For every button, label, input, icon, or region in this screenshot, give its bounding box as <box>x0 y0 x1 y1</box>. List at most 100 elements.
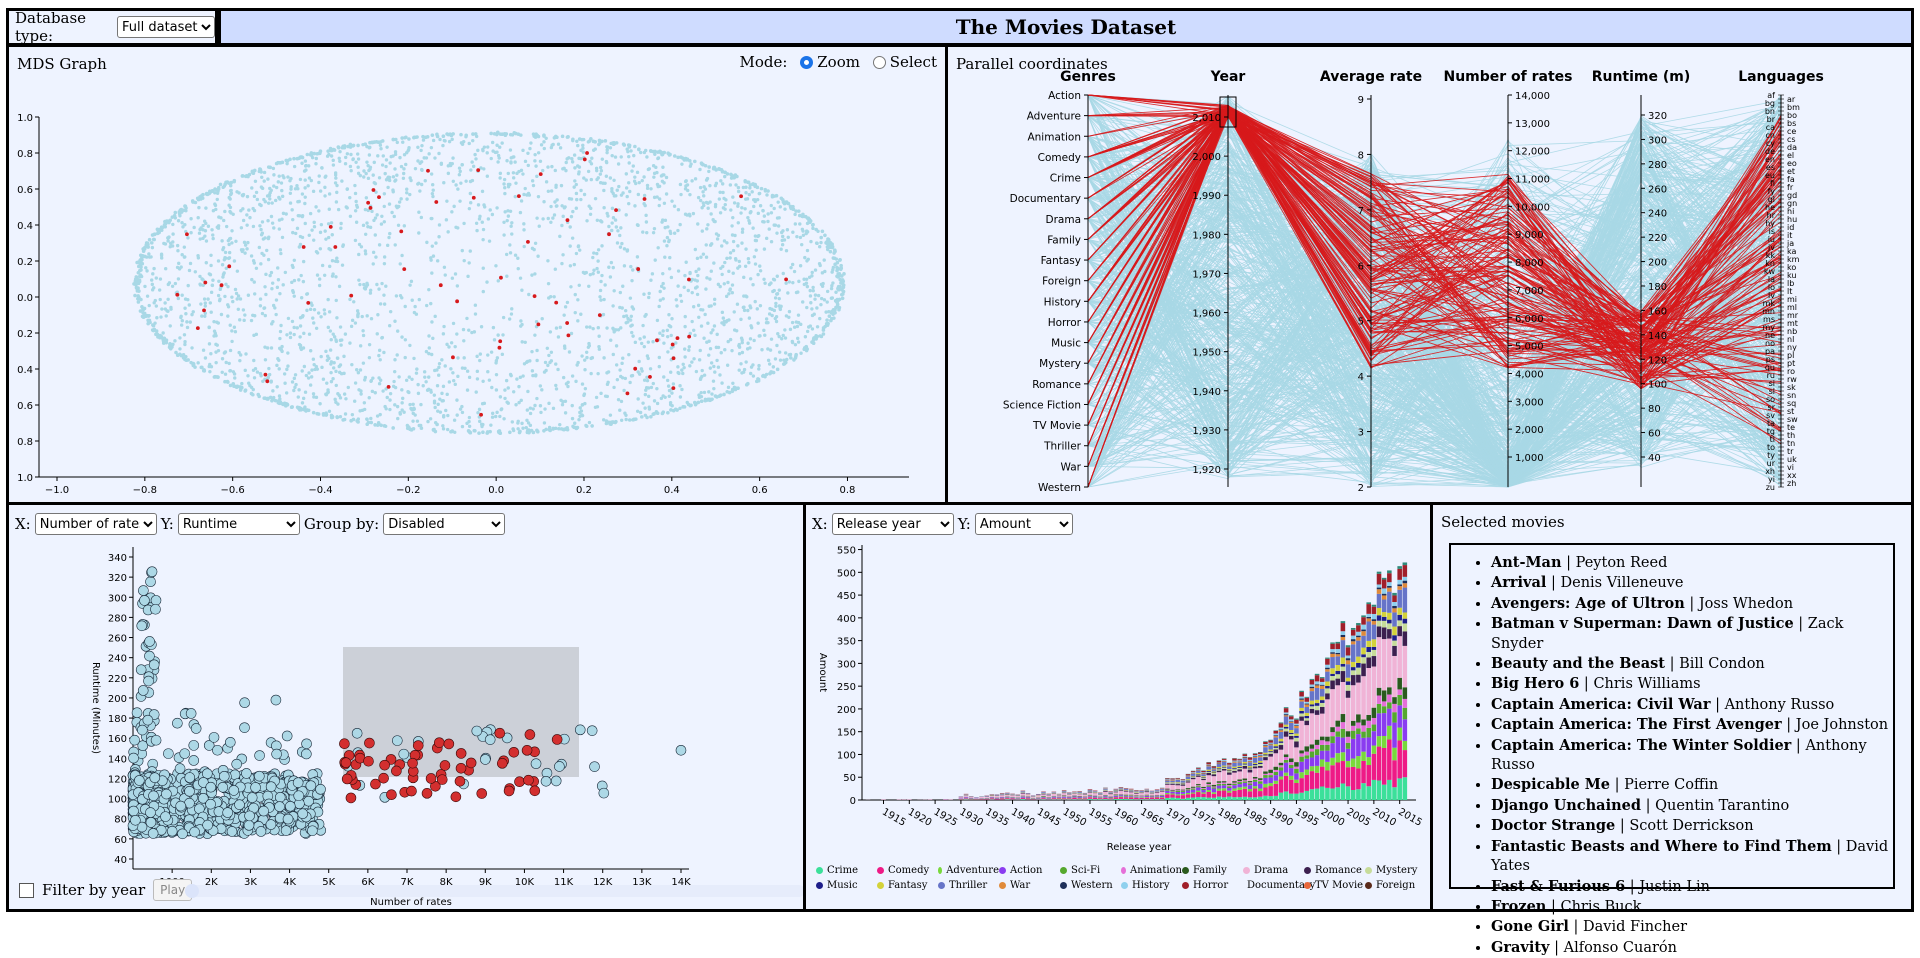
mds-point <box>733 328 736 331</box>
mds-point <box>597 143 600 146</box>
mds-point <box>661 297 664 300</box>
mds-point <box>830 287 833 290</box>
mds-point <box>264 358 267 361</box>
mds-point <box>512 131 516 135</box>
mds-point <box>186 236 189 239</box>
mds-point <box>722 197 725 200</box>
mds-point <box>437 152 440 155</box>
mds-point <box>609 275 612 278</box>
scatter-x-select[interactable]: Number of rates <box>35 513 157 535</box>
mds-point <box>811 227 814 230</box>
mds-point <box>219 288 222 291</box>
mds-point <box>425 304 428 307</box>
mds-point <box>578 284 581 287</box>
mds-point <box>794 356 798 360</box>
mds-point <box>772 365 775 368</box>
mds-point <box>608 422 612 426</box>
mds-point <box>499 395 502 398</box>
mds-chart[interactable]: 1.00.80.60.40.20.00.20.40.60.81.0−1.0−0.… <box>9 47 945 502</box>
mds-point <box>517 385 520 388</box>
mds-point <box>830 284 833 287</box>
mds-point <box>214 208 217 211</box>
mds-point <box>680 162 683 165</box>
mds-point <box>198 282 201 285</box>
mds-point <box>438 362 441 365</box>
mds-point <box>560 224 563 227</box>
mds-point <box>718 197 721 200</box>
mds-point <box>382 154 385 157</box>
mds-point <box>564 427 568 431</box>
mds-point <box>763 333 766 336</box>
mds-point <box>509 148 512 151</box>
mds-point <box>618 234 621 237</box>
mds-point <box>394 243 397 246</box>
mds-y-tick-label: 0.4 <box>17 365 33 376</box>
mds-point <box>278 347 281 350</box>
mds-selected-point <box>349 294 353 298</box>
mds-point <box>323 194 326 197</box>
mds-point <box>543 370 546 373</box>
mds-point <box>280 181 283 184</box>
mds-point <box>184 312 187 315</box>
mds-point <box>705 227 708 230</box>
mds-point <box>605 145 608 148</box>
mds-point <box>596 405 599 408</box>
mds-point <box>715 359 718 362</box>
mds-point <box>181 225 184 228</box>
mds-point <box>808 276 811 279</box>
scatter-y-select[interactable]: Runtime <box>178 513 300 535</box>
mds-point <box>400 408 403 411</box>
mds-point <box>610 154 613 157</box>
mds-point <box>662 181 665 184</box>
mds-point <box>330 338 333 341</box>
scatter-point <box>240 698 250 708</box>
mds-point <box>180 294 183 297</box>
mds-point <box>473 153 476 156</box>
mds-point <box>455 398 458 401</box>
mds-point <box>441 424 444 427</box>
mds-point <box>442 414 445 417</box>
mds-point <box>187 284 190 287</box>
mds-point <box>383 172 386 175</box>
mds-point <box>841 297 845 301</box>
scatter-chart[interactable]: 3403203002802602402202001801601401201008… <box>9 535 803 905</box>
mds-point <box>159 315 162 318</box>
mds-point <box>151 328 155 332</box>
mds-point <box>575 207 578 210</box>
mds-point <box>616 378 619 381</box>
mds-point <box>317 209 320 212</box>
mds-point <box>459 133 463 137</box>
mds-point <box>400 136 404 140</box>
mds-point <box>724 320 727 323</box>
nrates-label: 10,000 <box>1515 202 1550 213</box>
genre-label: Drama <box>1046 214 1082 226</box>
mds-selected-point <box>472 196 476 200</box>
group-by-select[interactable]: Disabled <box>383 513 505 535</box>
mds-point <box>535 397 538 400</box>
mds-point <box>461 411 464 414</box>
mds-point <box>619 291 622 294</box>
mds-point <box>749 277 752 280</box>
mds-point <box>561 135 565 139</box>
mds-point <box>656 246 659 249</box>
mds-point <box>483 402 486 405</box>
mds-point <box>521 172 524 175</box>
mds-point <box>290 208 293 211</box>
mds-point <box>198 228 201 231</box>
mds-point <box>583 193 586 196</box>
mds-point <box>372 173 375 176</box>
mds-point <box>775 344 778 347</box>
mds-point <box>453 345 456 348</box>
genre-label: Science Fiction <box>1003 399 1081 411</box>
mds-point <box>475 355 478 358</box>
mds-point <box>400 335 403 338</box>
mds-point <box>431 192 434 195</box>
language-label: zh <box>1787 479 1796 488</box>
database-type-select[interactable]: Full dataset <box>117 16 215 38</box>
scatter-panel: X: Number of rates Y: Runtime Group by: … <box>6 502 806 912</box>
mds-point <box>247 294 250 297</box>
mds-point <box>456 375 459 378</box>
mds-point <box>614 420 618 424</box>
mds-point <box>404 135 408 139</box>
